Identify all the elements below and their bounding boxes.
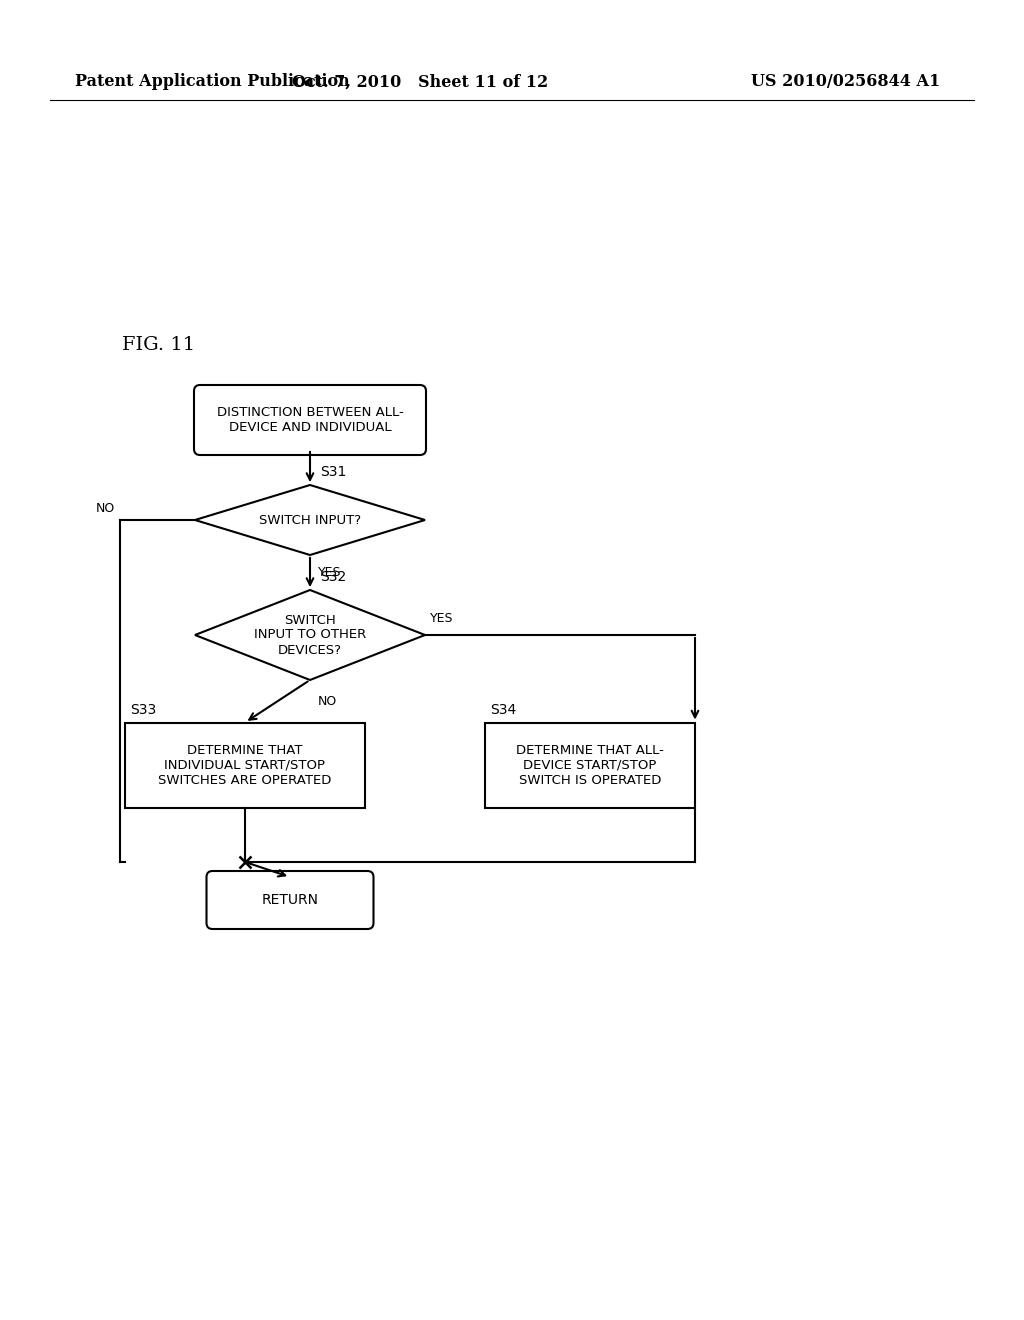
Text: SWITCH INPUT?: SWITCH INPUT?: [259, 513, 361, 527]
Text: S32: S32: [319, 570, 346, 583]
Polygon shape: [195, 590, 425, 680]
Text: S34: S34: [490, 702, 516, 717]
Text: YES: YES: [430, 612, 454, 624]
Text: Oct. 7, 2010   Sheet 11 of 12: Oct. 7, 2010 Sheet 11 of 12: [292, 74, 548, 91]
Text: NO: NO: [318, 694, 337, 708]
FancyBboxPatch shape: [194, 385, 426, 455]
Text: S33: S33: [130, 702, 157, 717]
Text: DETERMINE THAT
INDIVIDUAL START/STOP
SWITCHES ARE OPERATED: DETERMINE THAT INDIVIDUAL START/STOP SWI…: [159, 743, 332, 787]
Text: RETURN: RETURN: [261, 894, 318, 907]
Text: Patent Application Publication: Patent Application Publication: [75, 74, 350, 91]
Text: DISTINCTION BETWEEN ALL-
DEVICE AND INDIVIDUAL: DISTINCTION BETWEEN ALL- DEVICE AND INDI…: [217, 407, 403, 434]
Text: FIG. 11: FIG. 11: [122, 337, 196, 354]
Text: DETERMINE THAT ALL-
DEVICE START/STOP
SWITCH IS OPERATED: DETERMINE THAT ALL- DEVICE START/STOP SW…: [516, 743, 664, 787]
Text: US 2010/0256844 A1: US 2010/0256844 A1: [751, 74, 940, 91]
Text: NO: NO: [96, 502, 115, 515]
Text: YES: YES: [318, 566, 341, 579]
Text: S31: S31: [319, 465, 346, 479]
FancyBboxPatch shape: [207, 871, 374, 929]
Bar: [485, 722, 695, 808]
Polygon shape: [195, 484, 425, 554]
Bar: [125, 722, 365, 808]
Text: SWITCH
INPUT TO OTHER
DEVICES?: SWITCH INPUT TO OTHER DEVICES?: [254, 614, 367, 656]
